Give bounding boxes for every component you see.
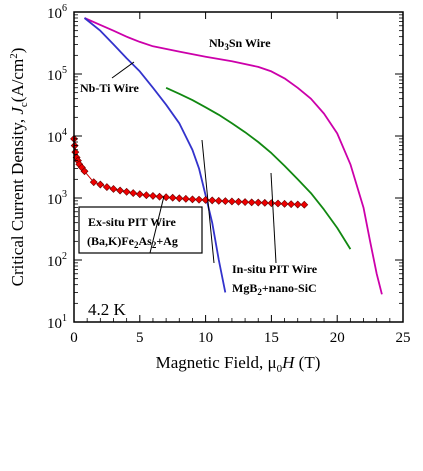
data-point-ex-situ-pit-wire-ba-k-fe2as2-ag [195,195,203,204]
temperature-label: 4.2 K [88,300,127,319]
exsitu-leader [149,195,165,254]
nb3sn-label: Nb3Sn Wire [209,36,271,52]
nbti-label: Nb-Ti Wire [80,81,139,95]
x-tick-label: 0 [70,330,78,346]
series-line-in-situ-pit-wire-mgb2-nano-sic [165,86,352,250]
x-tick-label: 5 [136,330,144,346]
data-point-ex-situ-pit-wire-ba-k-fe2as2-ag [280,199,289,208]
series-line-ex-situ-pit-wire-ba-k-fe2as2-ag [73,138,305,206]
data-point-ex-situ-pit-wire-ba-k-fe2as2-ag [221,197,230,206]
data-point-ex-situ-pit-wire-ba-k-fe2as2-ag [300,200,309,209]
y-tick-label: 103 [47,189,67,208]
data-point-ex-situ-pit-wire-ba-k-fe2as2-ag [142,191,151,200]
x-tick-label: 15 [264,330,279,346]
exsitu-label-2: (Ba,K)Fe2As2+Ag [87,234,178,250]
y-axis-title: Critical Current Density, Jc(A/cm2) [8,48,30,287]
data-point-ex-situ-pit-wire-ba-k-fe2as2-ag [102,183,111,192]
y-tick-label: 105 [47,65,67,84]
insitu-leader-1 [270,172,277,264]
y-tick-label: 102 [47,251,67,270]
data-point-ex-situ-pit-wire-ba-k-fe2as2-ag [135,190,144,199]
insitu-label-1: In-situ PIT Wire [232,262,318,276]
data-point-ex-situ-pit-wire-ba-k-fe2as2-ag [267,199,276,208]
plot-frame [73,11,404,323]
insitu-leader-2 [201,139,215,264]
x-tick-label: 25 [396,330,411,346]
series-line-nb-ti-wire [83,17,227,293]
exsitu-box [78,206,203,254]
data-point-ex-situ-pit-wire-ba-k-fe2as2-ag [274,199,282,208]
x-ticks: 0 5 10 15 20 25 [70,12,411,346]
x-axis-title: Magnetic Field, μ0H (T) [156,353,321,375]
y-tick-label: 101 [47,313,67,332]
data-point-ex-situ-pit-wire-ba-k-fe2as2-ag [254,198,263,207]
exsitu-label-1: Ex-situ PIT Wire [88,215,176,229]
data-point-ex-situ-pit-wire-ba-k-fe2as2-ag [155,192,164,201]
data-point-ex-situ-pit-wire-ba-k-fe2as2-ag [129,189,138,198]
data-point-ex-situ-pit-wire-ba-k-fe2as2-ag [168,193,177,202]
data-point-ex-situ-pit-wire-ba-k-fe2as2-ag [293,200,302,209]
y-tick-label: 106 [47,3,67,22]
data-point-ex-situ-pit-wire-ba-k-fe2as2-ag [241,198,250,206]
data-point-ex-situ-pit-wire-ba-k-fe2as2-ag [109,185,118,193]
data-point-ex-situ-pit-wire-ba-k-fe2as2-ag [181,194,190,203]
data-point-ex-situ-pit-wire-ba-k-fe2as2-ag [175,194,184,203]
data-point-ex-situ-pit-wire-ba-k-fe2as2-ag [287,200,296,209]
data-point-ex-situ-pit-wire-ba-k-fe2as2-ag [247,198,256,207]
data-point-ex-situ-pit-wire-ba-k-fe2as2-ag [149,192,157,200]
data-markers [70,134,309,209]
series-line-nb3sn-wire [84,17,383,295]
data-point-ex-situ-pit-wire-ba-k-fe2as2-ag [122,187,131,196]
y-tick-label: 104 [47,127,67,146]
x-tick-label: 10 [198,330,213,346]
data-point-ex-situ-pit-wire-ba-k-fe2as2-ag [214,196,223,205]
nbti-leader [111,61,135,79]
insitu-label-2: MgB2+nano-SiC [232,281,317,297]
data-point-ex-situ-pit-wire-ba-k-fe2as2-ag [227,197,236,206]
data-point-ex-situ-pit-wire-ba-k-fe2as2-ag [116,186,124,195]
data-point-ex-situ-pit-wire-ba-k-fe2as2-ag [234,197,243,206]
x-tick-label: 20 [330,330,345,346]
data-point-ex-situ-pit-wire-ba-k-fe2as2-ag [208,196,217,205]
data-point-ex-situ-pit-wire-ba-k-fe2as2-ag [80,167,89,176]
data-point-ex-situ-pit-wire-ba-k-fe2as2-ag [188,195,197,204]
annotations: Nb3Sn Wire Nb-Ti Wire Ex-situ PIT Wire (… [78,36,318,319]
y-ticks: 101 102 103 104 105 106 [47,3,403,332]
data-point-ex-situ-pit-wire-ba-k-fe2as2-ag [260,198,269,207]
data-point-ex-situ-pit-wire-ba-k-fe2as2-ag [96,180,105,189]
data-point-ex-situ-pit-wire-ba-k-fe2as2-ag [89,178,98,187]
